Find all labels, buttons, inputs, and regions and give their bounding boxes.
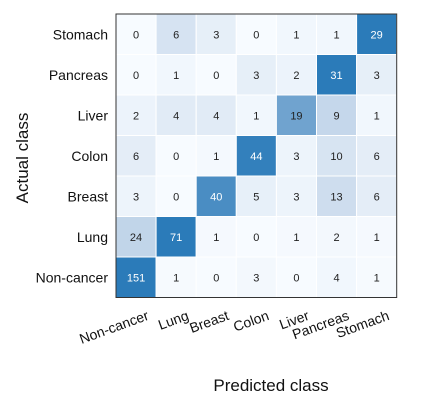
cell-value-label: 6 (173, 29, 179, 41)
y-tick-label: Liver (78, 107, 109, 123)
cell-value-label: 3 (213, 29, 219, 41)
heatmap-cell (195, 94, 237, 136)
cell-value-label: 10 (330, 151, 342, 163)
y-tick-label: Breast (68, 188, 109, 204)
cell-value-label: 6 (133, 151, 139, 163)
heatmap-cell (356, 256, 398, 298)
cell-value-label: 1 (333, 29, 339, 41)
heatmap-cell (275, 216, 317, 258)
x-tick-label: Lung (156, 307, 191, 333)
heatmap-cell (275, 94, 317, 136)
y-tick-label: Non-cancer (36, 269, 109, 285)
cell-value-label: 4 (333, 272, 339, 284)
cell-value-label: 0 (293, 272, 299, 284)
cell-value-label: 0 (133, 70, 139, 82)
heatmap-cell (356, 216, 398, 258)
cell-value-label: 0 (133, 29, 139, 41)
cell-value-label: 1 (173, 70, 179, 82)
x-tick-label: Non-cancer (77, 307, 151, 347)
y-tick-label: Colon (71, 148, 108, 164)
cell-value-label: 44 (250, 151, 262, 163)
heatmap-cell (235, 256, 277, 298)
cell-value-label: 6 (374, 191, 380, 203)
cell-value-label: 1 (293, 29, 299, 41)
cell-value-label: 1 (253, 110, 259, 122)
heatmap-cells: 0 6 3 0 1 1 290 1 0 3 2 31 32 4 4 1 19 9 16 0 1 44 3 10 63 0 40 5 3 1… (115, 13, 398, 298)
heatmap-cell (275, 256, 317, 298)
cell-value-label: 19 (290, 110, 302, 122)
cell-value-label: 71 (170, 232, 182, 244)
heatmap-cell (316, 135, 358, 177)
cell-value-label: 0 (213, 70, 219, 82)
cell-value-label: 4 (173, 110, 179, 122)
y-tick-labels: Stomach Pancreas Liver Colon Breast Lung Non-c… (36, 26, 109, 285)
cell-value-label: 40 (210, 191, 222, 203)
cell-value-label: 0 (213, 272, 219, 284)
cell-value-label: 3 (253, 272, 259, 284)
cell-value-label: 0 (253, 232, 259, 244)
cell-value-label: 151 (127, 272, 145, 284)
y-tick-label: Stomach (53, 26, 108, 42)
cell-value-label: 0 (253, 29, 259, 41)
cell-value-label: 2 (333, 232, 339, 244)
cell-value-label: 1 (213, 151, 219, 163)
cell-value-label: 5 (253, 191, 259, 203)
cell-value-label: 3 (253, 70, 259, 82)
heatmap-cell (195, 175, 237, 217)
cell-value-label: 2 (133, 110, 139, 122)
heatmap-cell (356, 135, 398, 177)
cell-value-label: 3 (133, 191, 139, 203)
cell-value-label: 1 (374, 110, 380, 122)
cell-value-label: 29 (371, 29, 383, 41)
cell-value-label: 2 (293, 70, 299, 82)
cell-value-label: 31 (330, 70, 342, 82)
x-axis-label: Predicted class (213, 376, 328, 395)
cell-value-label: 13 (330, 191, 342, 203)
heatmap-cell (115, 216, 157, 258)
heatmap-cell (115, 135, 157, 177)
y-tick-label: Lung (77, 229, 108, 245)
heatmap-border (115, 13, 398, 298)
heatmap-cell (316, 94, 358, 136)
cell-value-label: 1 (293, 232, 299, 244)
cell-value-label: 1 (173, 272, 179, 284)
heatmap-cell (155, 216, 197, 258)
heatmap-cell (155, 13, 197, 55)
heatmap-cell (155, 135, 197, 177)
x-tick-label: Colon (231, 307, 271, 335)
cell-value-label: 4 (213, 110, 219, 122)
cell-value-label: 1 (374, 272, 380, 284)
cell-value-label: 3 (293, 191, 299, 203)
heatmap-cell (356, 54, 398, 96)
cell-value-label: 3 (374, 70, 380, 82)
heatmap-cell (195, 256, 237, 298)
heatmap-cell (115, 175, 157, 217)
cell-value-label: 0 (173, 191, 179, 203)
cell-value-label: 0 (173, 151, 179, 163)
heatmap-cell (195, 54, 237, 96)
y-axis-label: Actual class (13, 113, 32, 204)
cell-value-label: 1 (213, 232, 219, 244)
heatmap-cell (235, 94, 277, 136)
x-tick-label: Breast (187, 307, 231, 336)
heatmap-cell (356, 94, 398, 136)
cell-value-label: 9 (333, 110, 339, 122)
cell-value-label: 1 (374, 232, 380, 244)
heatmap-cell (275, 54, 317, 96)
heatmap-cell (316, 13, 358, 55)
heatmap-cell (316, 256, 358, 298)
cell-value-label: 3 (293, 151, 299, 163)
heatmap-cell (155, 94, 197, 136)
cell-value-label: 24 (130, 232, 142, 244)
y-tick-label: Pancreas (49, 67, 108, 83)
cell-value-label: 6 (374, 151, 380, 163)
